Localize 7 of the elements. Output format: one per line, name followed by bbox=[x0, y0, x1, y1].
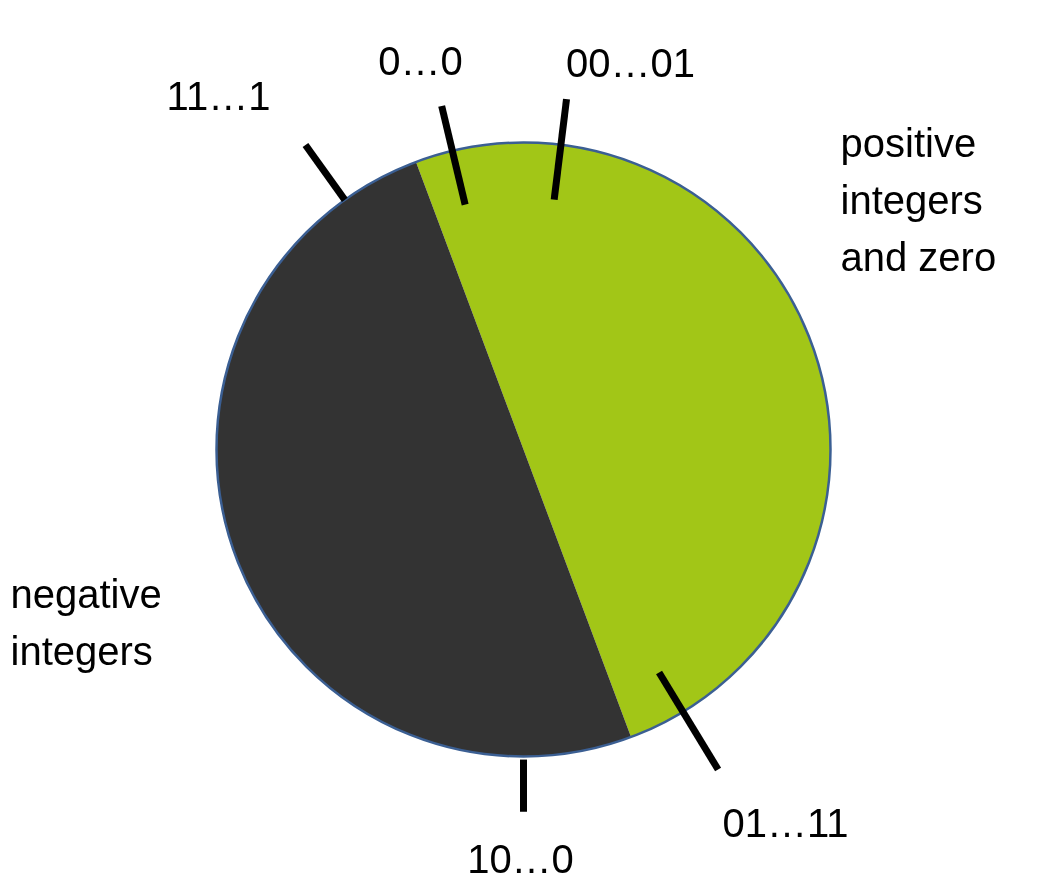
text: 11…1 bbox=[166, 73, 271, 118]
text: 00…01 bbox=[566, 40, 695, 85]
text: 01…11 bbox=[722, 800, 849, 845]
text: 0…0 bbox=[378, 38, 463, 83]
text: 10…0 bbox=[467, 836, 574, 881]
slice-label: negative integers bbox=[10, 571, 162, 673]
slice-label: positive integers and zero bbox=[840, 120, 997, 279]
